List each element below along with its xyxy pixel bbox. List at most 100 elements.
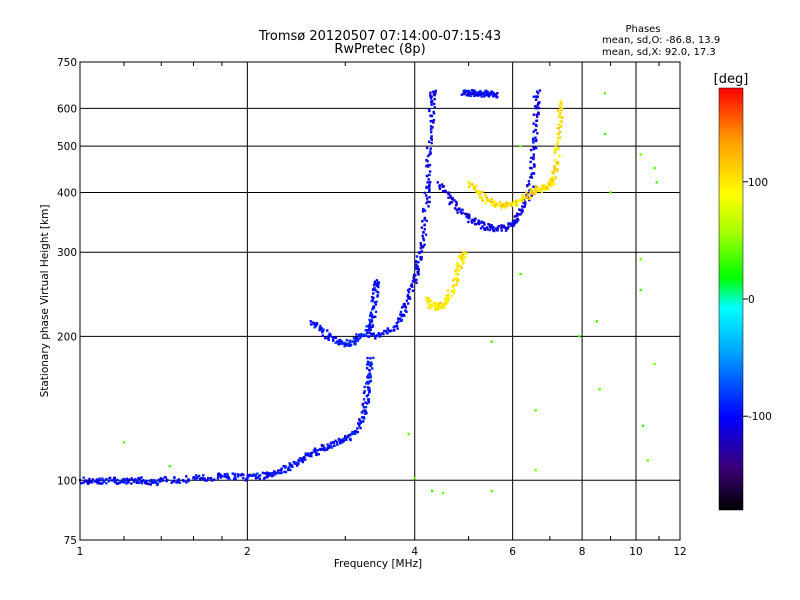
phases-title: Phases	[625, 24, 660, 35]
echo-point	[422, 238, 426, 242]
echo-point	[156, 482, 160, 485]
echo-point	[532, 130, 535, 133]
echo-point	[505, 201, 508, 204]
echo-point	[530, 194, 533, 197]
echo-point	[558, 110, 561, 114]
echo-point	[603, 92, 607, 95]
echo-point	[341, 342, 344, 345]
echo-point	[488, 228, 492, 232]
echo-point	[522, 199, 525, 203]
echo-point	[639, 153, 642, 156]
echo-point	[474, 217, 477, 220]
echo-point	[410, 283, 414, 286]
echo-point	[427, 107, 431, 111]
echo-point	[367, 373, 370, 377]
echo-point	[442, 302, 446, 306]
echo-point	[366, 385, 370, 389]
colorbar-tick-label: 100	[748, 177, 768, 189]
echo-point	[466, 91, 470, 95]
echo-point	[368, 369, 371, 372]
echo-point	[295, 464, 299, 467]
echo-point	[433, 305, 437, 309]
echo-point	[533, 193, 536, 196]
echo-point	[398, 317, 402, 320]
y-tick-label: 100	[57, 475, 77, 487]
echo-point	[359, 426, 362, 430]
echo-point	[429, 150, 432, 153]
echo-point	[508, 222, 512, 226]
echo-point	[432, 90, 435, 93]
echo-point	[372, 356, 375, 360]
echo-point	[445, 297, 449, 301]
echo-point	[514, 221, 517, 225]
echo-point	[225, 475, 228, 478]
echo-point	[456, 264, 460, 268]
echo-point	[475, 93, 479, 96]
echo-point	[218, 473, 222, 476]
echo-point	[159, 477, 163, 480]
echo-point	[535, 185, 539, 189]
echo-point	[433, 94, 436, 97]
echo-point	[460, 212, 463, 215]
echo-point	[89, 480, 93, 483]
echo-point	[609, 191, 612, 194]
echo-point	[344, 435, 347, 438]
echo-point	[470, 220, 473, 223]
echo-point	[371, 298, 374, 302]
echo-point	[535, 115, 539, 118]
echo-point	[493, 201, 497, 205]
echo-point	[494, 227, 498, 230]
echo-point	[456, 269, 460, 273]
echo-point	[421, 234, 424, 238]
echo-point	[444, 300, 447, 304]
echo-point	[559, 119, 562, 123]
echo-point	[404, 304, 407, 308]
echo-point	[446, 299, 450, 302]
echo-point	[442, 185, 445, 188]
echo-point	[277, 469, 280, 472]
echo-point	[327, 444, 330, 448]
echo-point	[554, 148, 557, 151]
echo-point	[535, 119, 539, 122]
echo-point	[423, 216, 427, 220]
echo-point	[361, 403, 364, 407]
echo-point	[304, 458, 307, 461]
echo-point	[407, 297, 410, 300]
echo-point	[205, 479, 209, 482]
echo-point	[503, 202, 507, 206]
echo-point	[488, 225, 492, 228]
echo-point	[331, 338, 335, 342]
echo-point	[522, 201, 525, 205]
echo-point	[469, 94, 473, 98]
echo-point	[376, 291, 380, 294]
echo-point	[471, 218, 474, 222]
echo-point	[80, 481, 83, 485]
echo-point	[427, 185, 431, 188]
echo-point	[352, 340, 355, 343]
echo-point	[551, 176, 555, 179]
echo-point	[345, 344, 348, 347]
echo-point	[323, 449, 326, 452]
echo-point	[83, 480, 87, 483]
x-tick-label: 8	[579, 546, 586, 558]
echo-point	[462, 251, 465, 254]
echo-point	[373, 281, 376, 285]
echo-point	[345, 438, 348, 442]
echo-point	[313, 322, 316, 325]
echo-point	[262, 477, 266, 480]
echo-point	[364, 409, 367, 413]
echo-point	[425, 296, 428, 299]
echo-point	[540, 190, 544, 193]
echo-point	[639, 288, 642, 292]
echo-point	[140, 479, 143, 483]
echo-point	[453, 199, 456, 202]
echo-point	[460, 266, 464, 270]
echo-point	[336, 443, 339, 446]
echo-point	[127, 478, 131, 481]
echo-point	[361, 420, 365, 423]
echo-point	[603, 132, 607, 136]
echo-point	[523, 204, 527, 208]
echo-point	[82, 476, 85, 479]
echo-point	[447, 196, 450, 199]
echo-point	[653, 166, 656, 170]
